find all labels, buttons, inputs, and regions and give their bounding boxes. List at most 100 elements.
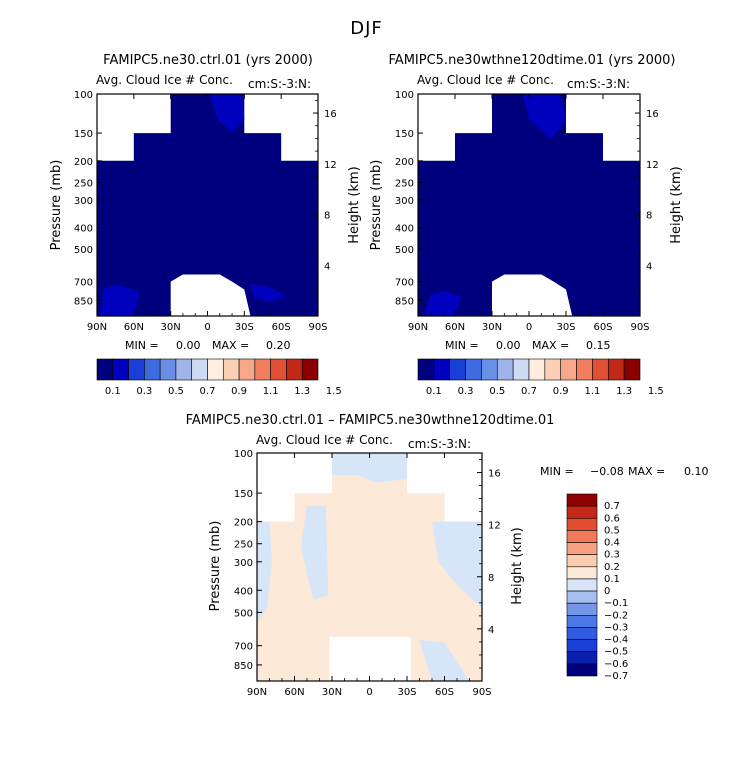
panel-ctrl-htick-label: 4 xyxy=(324,261,330,272)
panel-diff-xtick-label: 60S xyxy=(435,687,454,698)
panel-diff-colorbar-label: 0.1 xyxy=(604,574,620,585)
panel-diff-colorbar-swatch xyxy=(566,602,598,616)
panel-diff-colorbar-swatch xyxy=(566,530,598,543)
panel-exp-xtick-label: 90S xyxy=(630,322,649,333)
panel-exp-ytick-label: 850 xyxy=(395,296,414,307)
panel-ctrl-htick-label: 8 xyxy=(324,211,330,222)
panel-diff-masked-region xyxy=(329,636,411,681)
panel-ctrl-ytick-label: 100 xyxy=(74,90,93,101)
panel-ctrl-title: FAMIPC5.ne30.ctrl.01 (yrs 2000) xyxy=(103,53,313,68)
panel-exp-ytick-label: 700 xyxy=(395,278,414,289)
panel-diff-title: FAMIPC5.ne30.ctrl.01 – FAMIPC5.ne30wthne… xyxy=(186,413,555,428)
panel-ctrl-xtick-label: 90N xyxy=(87,322,107,333)
panel-diff-min-value: −0.08 xyxy=(590,465,624,478)
panel-ctrl-colorbar-swatch xyxy=(270,358,287,381)
panel-ctrl-colorbar-label: 0.5 xyxy=(168,386,184,397)
panel-exp-xtick-label: 60N xyxy=(445,322,465,333)
panel-diff-colorbar-swatch xyxy=(566,627,598,640)
panel-diff-colorbar-label: 0.3 xyxy=(604,550,620,561)
panel-ctrl-ytick-label: 400 xyxy=(74,224,93,235)
panel-exp-colorbar-label: 0.9 xyxy=(553,386,569,397)
panel-exp-colorbar-swatch xyxy=(560,358,577,381)
panel-diff-ylabel: Pressure (mb) xyxy=(208,521,223,612)
panel-ctrl-units: cm:S:-3:N: xyxy=(248,77,311,91)
panel-diff-xtick-label: 90N xyxy=(247,687,267,698)
panel-ctrl-colorbar-swatch xyxy=(286,358,303,381)
panel-diff-htick-label: 8 xyxy=(488,573,494,584)
panel-diff-region-southern-lower xyxy=(419,639,470,681)
panel-ctrl-colorbar-label: 0.9 xyxy=(231,386,247,397)
panel-exp-colorbar-label: 0.1 xyxy=(426,386,442,397)
panel-diff-colorbar-label: 0 xyxy=(604,586,610,597)
panel-exp-title: FAMIPC5.ne30wthne120dtime.01 (yrs 2000) xyxy=(389,53,676,68)
panel-ctrl-colorbar-swatch xyxy=(238,358,256,381)
panel-ctrl-xtick-label: 60N xyxy=(124,322,144,333)
panel-ctrl-xtick-label: 30S xyxy=(235,322,254,333)
panel-exp-ytick-label: 150 xyxy=(395,129,414,140)
panel-exp-colorbar-label: 1.5 xyxy=(648,386,664,397)
panel-diff-ytick-label: 300 xyxy=(234,558,253,569)
page-title: DJF xyxy=(350,18,383,39)
panel-ctrl-region-southern-ice-cap xyxy=(99,284,140,316)
panel-diff-max-value: 0.10 xyxy=(684,465,709,478)
panel-exp-colorbar-label: 0.3 xyxy=(458,386,474,397)
panel-exp-units: cm:S:-3:N: xyxy=(567,77,630,91)
panel-ctrl-xtick-label: 60S xyxy=(272,322,291,333)
panel-diff-ytick-label: 500 xyxy=(234,608,253,619)
panel-ctrl-ytick-label: 200 xyxy=(74,157,93,168)
panel-ctrl-htick-label: 12 xyxy=(324,160,337,171)
panel-diff-colorbar-label: 0.4 xyxy=(604,538,620,549)
panel-exp-variable: Avg. Cloud Ice # Conc. xyxy=(417,73,554,87)
panel-diff-colorbar-label: −0.2 xyxy=(604,610,628,621)
panel-ctrl-colorbar-label: 1.5 xyxy=(326,386,342,397)
panel-ctrl-max-label: MAX = xyxy=(212,339,249,352)
panel-ctrl-colorbar-label: 1.1 xyxy=(263,386,279,397)
panel-exp-ytick-label: 300 xyxy=(395,196,414,207)
panel-diff-colorbar-swatch xyxy=(566,554,598,568)
panel-exp-region-southern-ice-cap xyxy=(424,290,462,316)
panel-diff-region-southern-column xyxy=(432,521,482,609)
panel-ctrl-max-value: 0.20 xyxy=(266,339,291,352)
panel-diff-colorbar-swatch xyxy=(566,615,598,628)
panel-diff-ytick-label: 700 xyxy=(234,642,253,653)
panel-exp-colorbar-swatch xyxy=(433,358,451,381)
panel-diff-ytick-label: 400 xyxy=(234,586,253,597)
panel-exp-max-value: 0.15 xyxy=(586,339,611,352)
panel-exp-colorbar-label: 0.5 xyxy=(489,386,505,397)
panel-exp-xtick-label: 30S xyxy=(556,322,575,333)
panel-exp-plot: 90N 60N 30N 0 30S 60S 90S 100 150 200 250 300 400 500… xyxy=(395,90,659,333)
panel-diff-colorbar-swatch xyxy=(566,542,598,555)
panel-exp-colorbar-swatch xyxy=(512,358,530,381)
panel-ctrl-colorbar-swatch xyxy=(96,358,114,381)
panel-exp-colorbar-swatch xyxy=(417,358,435,381)
panel-exp-ytick-label: 500 xyxy=(395,245,414,256)
panel-exp-htick-label: 8 xyxy=(646,211,652,222)
panel-exp-max-label: MAX = xyxy=(532,339,569,352)
panel-exp-colorbar-swatch xyxy=(592,358,609,381)
panel-exp-htick-label: 16 xyxy=(646,109,659,120)
panel-diff-ytick-label: 250 xyxy=(234,540,253,551)
panel-ctrl-colorbar-swatch xyxy=(175,358,193,381)
panel-exp-colorbar-swatch xyxy=(481,358,498,381)
panel-exp-colorbar-swatch xyxy=(465,358,482,381)
panel-diff-y2label: Height (km) xyxy=(510,527,525,604)
panel-diff-region-northern-column xyxy=(257,521,272,624)
panel-diff-colorbar-swatch xyxy=(566,590,598,604)
panel-ctrl-xtick-label: 30N xyxy=(161,322,181,333)
panel-ctrl-ytick-label: 700 xyxy=(74,278,93,289)
panel-exp-xtick-label: 30N xyxy=(482,322,502,333)
panel-ctrl-colorbar: 0.1 0.3 0.5 0.7 0.9 1.1 1.3 1.5 xyxy=(96,358,342,397)
panel-exp-colorbar-label: 1.3 xyxy=(616,386,632,397)
panel-ctrl-colorbar-label: 0.1 xyxy=(105,386,121,397)
panel-diff-variable: Avg. Cloud Ice # Conc. xyxy=(256,433,393,447)
panel-exp-ytick-label: 100 xyxy=(395,90,414,101)
panel-diff-colorbar-swatch xyxy=(566,505,598,519)
panel-ctrl-ytick-label: 250 xyxy=(74,178,93,189)
panel-exp-min-label: MIN = xyxy=(445,339,479,352)
panel-exp-masked-region xyxy=(492,274,573,316)
panel-exp-colorbar-swatch xyxy=(623,358,641,381)
panel-diff-colorbar-label: 0.2 xyxy=(604,562,620,573)
panel-ctrl-min-label: MIN = xyxy=(125,339,159,352)
panel-diff-xtick-label: 0 xyxy=(366,687,372,698)
panel-ctrl-colorbar-label: 0.7 xyxy=(200,386,216,397)
